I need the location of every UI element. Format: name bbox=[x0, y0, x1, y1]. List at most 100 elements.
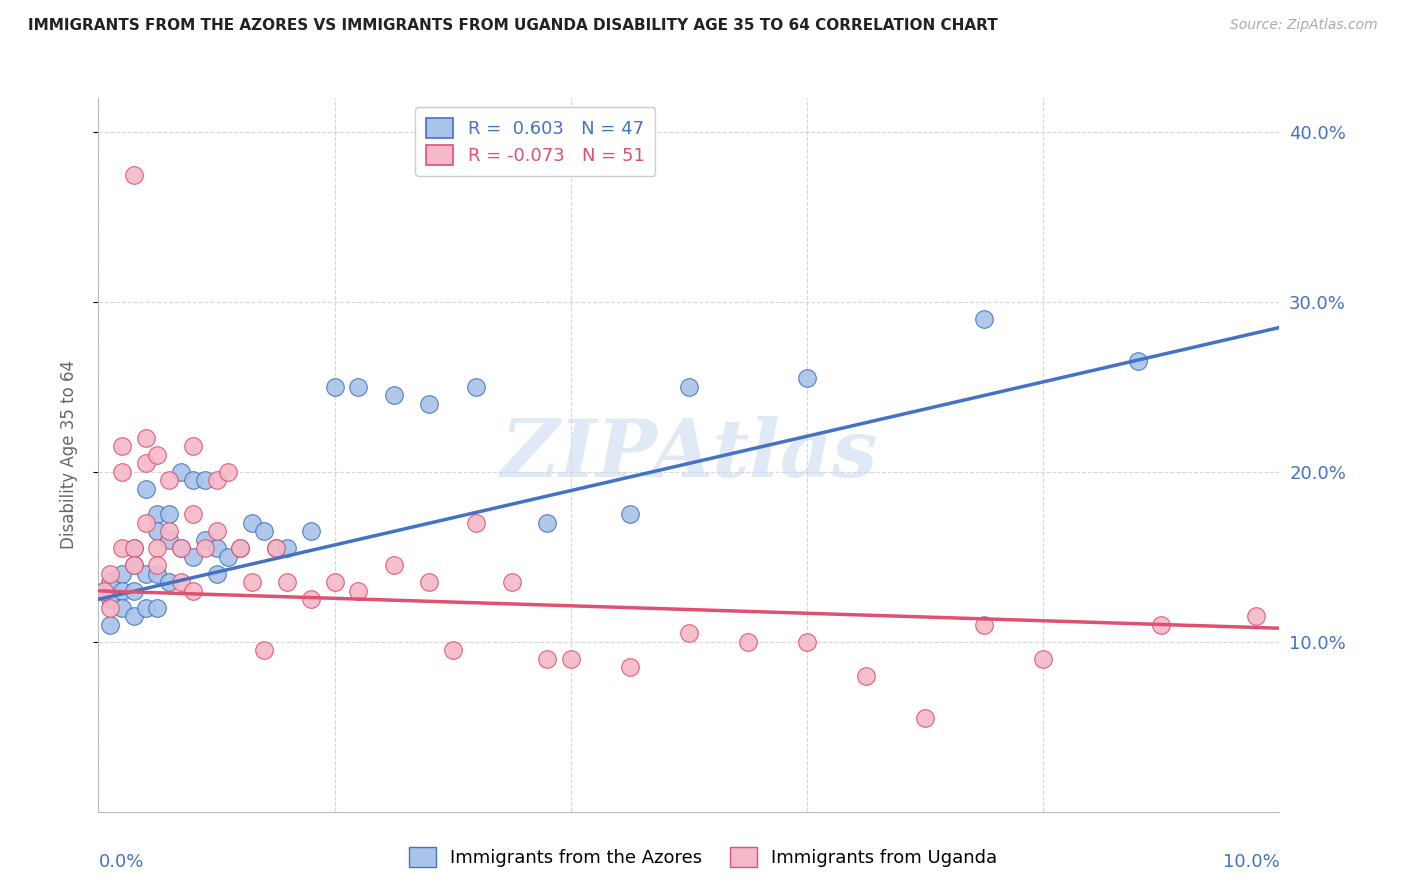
Point bbox=[276, 541, 298, 556]
Point bbox=[122, 541, 145, 556]
Point bbox=[217, 465, 239, 479]
Point bbox=[229, 541, 252, 556]
Point bbox=[1150, 617, 1173, 632]
Point bbox=[170, 541, 193, 556]
Point bbox=[299, 524, 322, 539]
Point bbox=[264, 541, 287, 556]
Point bbox=[122, 541, 145, 556]
Point bbox=[418, 575, 440, 590]
Point bbox=[619, 660, 641, 674]
Point bbox=[146, 558, 169, 573]
Point bbox=[111, 439, 134, 453]
Point bbox=[181, 583, 204, 598]
Point bbox=[170, 575, 193, 590]
Point bbox=[181, 508, 204, 522]
Legend: Immigrants from the Azores, Immigrants from Uganda: Immigrants from the Azores, Immigrants f… bbox=[402, 839, 1004, 874]
Point bbox=[194, 533, 217, 547]
Point bbox=[240, 516, 263, 530]
Point bbox=[914, 711, 936, 725]
Point bbox=[122, 558, 145, 573]
Point bbox=[111, 583, 134, 598]
Point bbox=[501, 575, 523, 590]
Point bbox=[205, 566, 228, 581]
Point bbox=[181, 549, 204, 564]
Point bbox=[678, 380, 700, 394]
Point bbox=[98, 592, 121, 607]
Point bbox=[194, 474, 217, 488]
Point bbox=[229, 541, 252, 556]
Point bbox=[146, 600, 169, 615]
Point bbox=[1126, 354, 1149, 368]
Point bbox=[253, 524, 276, 539]
Point bbox=[382, 558, 405, 573]
Point bbox=[181, 439, 204, 453]
Point bbox=[264, 541, 287, 556]
Point bbox=[418, 397, 440, 411]
Point bbox=[170, 465, 193, 479]
Point bbox=[93, 583, 115, 598]
Point bbox=[122, 558, 145, 573]
Point bbox=[323, 575, 346, 590]
Point bbox=[181, 474, 204, 488]
Point bbox=[111, 566, 134, 581]
Point bbox=[619, 508, 641, 522]
Point bbox=[253, 643, 276, 657]
Point bbox=[536, 516, 558, 530]
Point bbox=[205, 541, 228, 556]
Point bbox=[1244, 609, 1267, 624]
Point bbox=[146, 448, 169, 462]
Text: IMMIGRANTS FROM THE AZORES VS IMMIGRANTS FROM UGANDA DISABILITY AGE 35 TO 64 COR: IMMIGRANTS FROM THE AZORES VS IMMIGRANTS… bbox=[28, 18, 998, 33]
Point bbox=[146, 566, 169, 581]
Point bbox=[111, 600, 134, 615]
Point bbox=[796, 371, 818, 385]
Point bbox=[1032, 652, 1054, 666]
Point bbox=[382, 388, 405, 402]
Point bbox=[157, 533, 180, 547]
Point bbox=[299, 592, 322, 607]
Point bbox=[122, 609, 145, 624]
Point bbox=[855, 669, 877, 683]
Point bbox=[678, 626, 700, 640]
Point bbox=[465, 380, 488, 394]
Point bbox=[157, 508, 180, 522]
Point bbox=[157, 575, 180, 590]
Text: 0.0%: 0.0% bbox=[98, 853, 143, 871]
Point bbox=[240, 575, 263, 590]
Point bbox=[560, 652, 582, 666]
Point bbox=[347, 583, 370, 598]
Point bbox=[205, 474, 228, 488]
Point bbox=[146, 524, 169, 539]
Point bbox=[737, 635, 759, 649]
Point bbox=[135, 566, 157, 581]
Point bbox=[973, 312, 995, 326]
Point bbox=[111, 465, 134, 479]
Point bbox=[135, 431, 157, 445]
Point bbox=[98, 566, 121, 581]
Text: Source: ZipAtlas.com: Source: ZipAtlas.com bbox=[1230, 18, 1378, 32]
Point bbox=[347, 380, 370, 394]
Point bbox=[98, 600, 121, 615]
Point bbox=[194, 541, 217, 556]
Point bbox=[146, 508, 169, 522]
Point bbox=[170, 541, 193, 556]
Point bbox=[93, 583, 115, 598]
Point bbox=[111, 541, 134, 556]
Point bbox=[217, 549, 239, 564]
Point bbox=[98, 617, 121, 632]
Point bbox=[536, 652, 558, 666]
Point bbox=[122, 168, 145, 182]
Point bbox=[135, 482, 157, 496]
Point bbox=[135, 457, 157, 471]
Point bbox=[157, 474, 180, 488]
Text: ZIPAtlas: ZIPAtlas bbox=[501, 417, 877, 493]
Point bbox=[135, 600, 157, 615]
Point bbox=[323, 380, 346, 394]
Point bbox=[441, 643, 464, 657]
Point bbox=[157, 524, 180, 539]
Point bbox=[465, 516, 488, 530]
Point bbox=[796, 635, 818, 649]
Point bbox=[276, 575, 298, 590]
Point bbox=[146, 541, 169, 556]
Y-axis label: Disability Age 35 to 64: Disability Age 35 to 64 bbox=[59, 360, 77, 549]
Point bbox=[205, 524, 228, 539]
